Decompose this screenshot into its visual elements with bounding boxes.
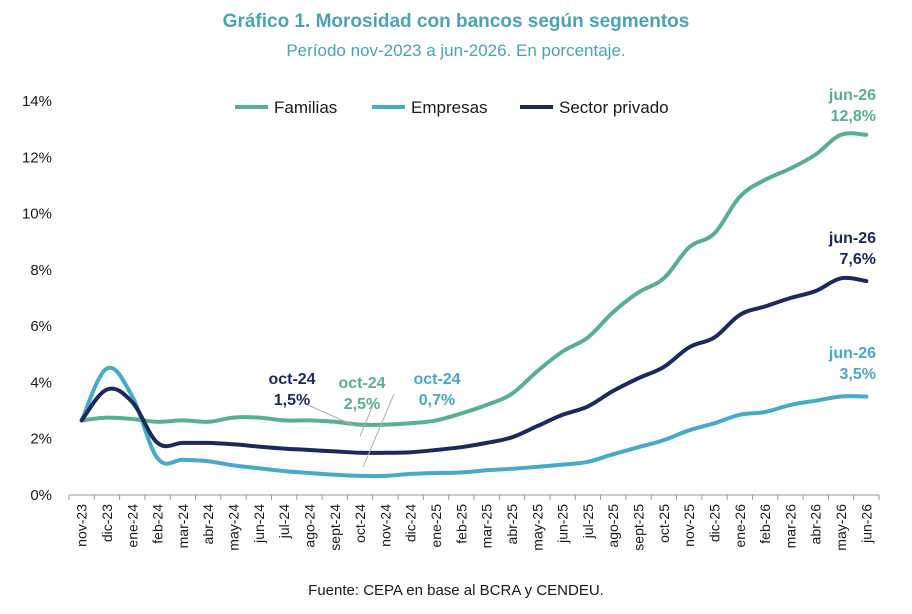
annotation-leader: [362, 393, 395, 468]
series-line-familias: [79, 131, 869, 427]
x-tick-label: abr-25: [504, 504, 520, 545]
y-tick-label: 8%: [30, 262, 52, 279]
y-tick-label: 4%: [30, 374, 52, 391]
x-tick-label: may-26: [833, 504, 849, 551]
x-tick-label: mar-25: [479, 504, 495, 549]
legend-label: Empresas: [411, 98, 488, 117]
x-tick-label: nov-25: [681, 504, 697, 547]
x-tick-label: nov-24: [377, 504, 393, 547]
x-tick-label: dic-23: [99, 504, 115, 542]
y-tick-label: 2%: [30, 431, 52, 448]
legend-label: Sector privado: [559, 98, 669, 117]
annotation-value: 2,5%: [344, 396, 380, 413]
x-tick-label: jun-26: [858, 504, 874, 544]
x-tick-label: sept-24: [327, 504, 343, 551]
x-tick-label: ago-24: [301, 504, 317, 548]
annotation-value: 1,5%: [274, 392, 310, 409]
annotation-leader: [307, 404, 356, 427]
y-tick-label: 14%: [22, 93, 52, 110]
annotation-period: oct-24: [338, 375, 385, 392]
x-tick-label: ene-26: [732, 504, 748, 548]
x-tick-label: sept-25: [631, 504, 647, 551]
x-tick-label: ene-25: [428, 504, 444, 548]
annotation-period: oct-24: [268, 371, 315, 388]
x-tick-label: dic-24: [403, 504, 419, 542]
annotation-period: jun-26: [828, 230, 876, 247]
x-tick-label: feb-25: [453, 504, 469, 544]
x-tick-label: dic-25: [706, 504, 722, 542]
annotation-period: oct-24: [413, 371, 460, 388]
x-tick-label: ago-25: [605, 504, 621, 548]
x-tick-label: feb-26: [757, 504, 773, 544]
x-tick-label: abr-26: [808, 504, 824, 545]
x-tick-label: nov-23: [74, 504, 90, 547]
chart-title: Gráfico 1. Morosidad con bancos según se…: [222, 11, 690, 32]
x-tick-label: jul-25: [580, 504, 596, 539]
source-note: Fuente: CEPA en base al BCRA y CENDEU.: [308, 582, 604, 599]
x-tick-label: oct-24: [352, 504, 368, 543]
x-tick-label: oct-25: [656, 504, 672, 543]
x-tick-label: mar-26: [782, 504, 798, 549]
chart-subtitle: Período nov-2023 a jun-2026. En porcenta…: [286, 41, 626, 60]
x-tick-label: jun-25: [555, 504, 571, 544]
series-line-empresas: [79, 365, 869, 479]
annotation-value: 0,7%: [419, 392, 455, 409]
x-tick-label: feb-24: [150, 504, 166, 544]
y-tick-label: 0%: [30, 487, 52, 504]
x-tick-label: abr-24: [200, 504, 216, 545]
y-tick-label: 6%: [30, 318, 52, 335]
x-tick-label: may-25: [529, 504, 545, 551]
series-line-sector-privado: [79, 275, 869, 455]
annotation-value: 12,8%: [831, 108, 876, 125]
y-tick-label: 12%: [22, 149, 52, 166]
annotation-period: jun-26: [828, 345, 876, 362]
x-tick-label: mar-24: [175, 504, 191, 549]
annotation-value: 3,5%: [840, 366, 876, 383]
annotation-leader: [359, 404, 374, 437]
x-tick-label: jun-24: [251, 504, 267, 544]
x-tick-label: ene-24: [124, 504, 140, 548]
annotation-value: 7,6%: [840, 251, 876, 268]
x-tick-label: jul-24: [276, 504, 292, 539]
x-tick-label: may-24: [226, 504, 242, 551]
y-tick-label: 10%: [22, 206, 52, 223]
legend-label: Familias: [274, 98, 337, 117]
annotation-period: jun-26: [828, 87, 876, 104]
